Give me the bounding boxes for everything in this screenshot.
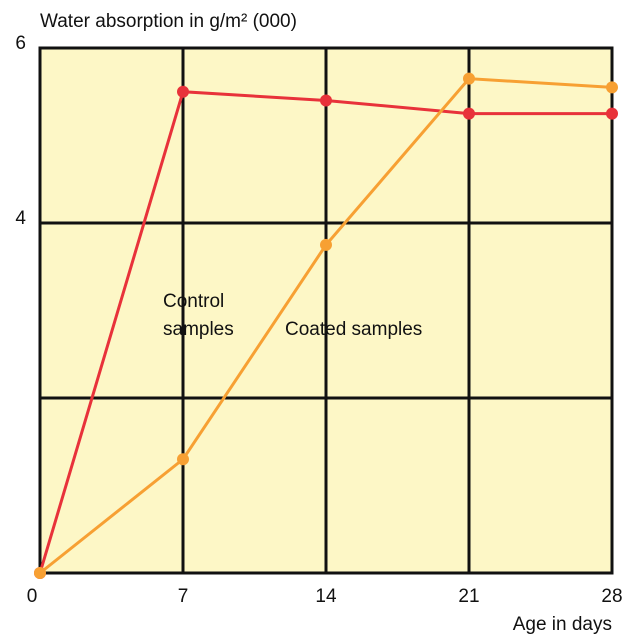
data-point xyxy=(320,238,332,251)
x-tick-label: 28 xyxy=(601,586,622,607)
data-point xyxy=(606,81,618,94)
x-axis-label: Age in days xyxy=(513,614,612,635)
annotation: samples xyxy=(163,319,234,340)
data-point xyxy=(463,72,475,85)
x-tick-label: 21 xyxy=(458,586,479,607)
data-point xyxy=(320,94,332,107)
data-point xyxy=(34,567,46,579)
annotation: Control xyxy=(163,291,224,312)
x-tick-label: 7 xyxy=(178,586,189,607)
data-point xyxy=(606,107,618,120)
data-point xyxy=(463,107,475,120)
chart-title: Water absorption in g/m² (000) xyxy=(40,11,297,32)
y-tick-label: 4 xyxy=(15,208,26,229)
annotation: Coated samples xyxy=(285,319,422,340)
data-point xyxy=(177,85,189,98)
y-tick-label: 6 xyxy=(15,33,26,54)
plot-frame xyxy=(38,46,614,575)
x-tick-label: 0 xyxy=(27,586,38,607)
x-tick-label: 14 xyxy=(315,586,337,607)
data-point xyxy=(177,453,189,466)
